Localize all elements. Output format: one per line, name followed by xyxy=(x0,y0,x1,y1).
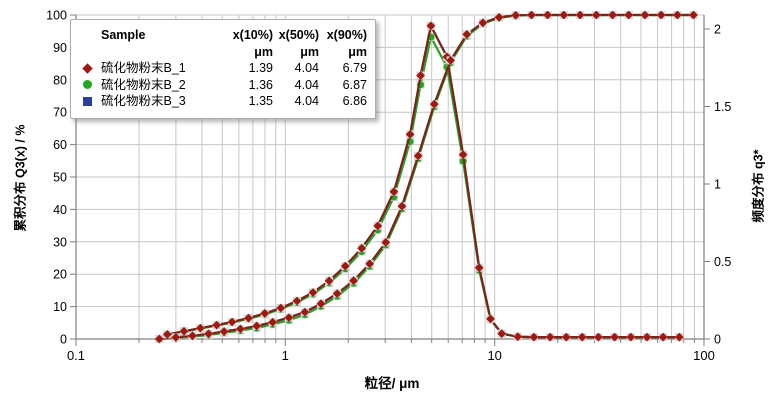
left-tick-label: 30 xyxy=(53,235,67,249)
x-axis-title: 粒径/ μm xyxy=(364,376,420,391)
legend-value-x90: 6.79 xyxy=(342,61,367,75)
left-tick-label: 20 xyxy=(53,268,67,282)
cumulative-curve xyxy=(159,13,694,341)
right-tick-label: 1.5 xyxy=(714,100,731,114)
legend-sample-name: 硫化物粉末B_2 xyxy=(101,77,186,92)
x-tick-label: 0.1 xyxy=(67,348,85,363)
square-marker-icon xyxy=(83,96,92,106)
left-axis-title: 累积分布 Q3(x) / % xyxy=(13,124,28,232)
left-tick-label: 10 xyxy=(53,300,67,314)
left-tick-label: 100 xyxy=(46,9,67,23)
left-tick-label: 90 xyxy=(53,41,67,55)
x-tick-label: 10 xyxy=(487,348,501,363)
legend-value-x10: 1.36 xyxy=(248,77,273,92)
right-axis-ticks: 0 0.5 1 1.5 2 xyxy=(704,23,731,347)
legend-header-x10: x(10%) xyxy=(232,28,273,42)
x-tick-label: 1 xyxy=(282,348,289,363)
legend-header-row: Sample x(10%) x(50%) x(90%) xyxy=(79,27,367,44)
legend-unit-x10: μm xyxy=(254,44,273,59)
legend-value-x50: 4.04 xyxy=(294,77,319,92)
left-axis-ticks: 0 10 20 30 40 50 60 70 80 90 100 xyxy=(46,9,76,347)
series-B_1 xyxy=(154,10,698,344)
legend-value-x90: 6.86 xyxy=(342,94,367,108)
right-tick-label: 2 xyxy=(714,23,721,37)
legend-row-sample-1: 硫化物粉末B_1 1.39 4.04 6.79 xyxy=(79,60,367,77)
legend-unit-x50: μm xyxy=(300,44,319,59)
diamond-marker-icon xyxy=(82,63,93,74)
legend-value-x10: 1.35 xyxy=(248,94,273,108)
legend-box: Sample x(10%) x(50%) x(90%) μm μm μm 硫化物… xyxy=(70,19,376,119)
right-tick-label: 0 xyxy=(714,333,721,347)
legend-unit-x90: μm xyxy=(348,44,367,59)
legend-header-x90: x(90%) xyxy=(326,28,367,42)
legend-value-x10: 1.39 xyxy=(248,61,273,75)
right-tick-label: 1 xyxy=(714,178,721,192)
legend-sample-name: 硫化物粉末B_1 xyxy=(101,61,186,75)
legend-units-row: μm μm μm xyxy=(79,44,367,61)
legend-header-sample: Sample xyxy=(101,28,146,42)
legend-row-sample-2: 硫化物粉末B_2 1.36 4.04 6.87 xyxy=(79,77,367,94)
legend-value-x50: 4.04 xyxy=(294,94,319,108)
legend-sample-name: 硫化物粉末B_3 xyxy=(101,94,186,108)
legend-value-x90: 6.87 xyxy=(342,77,367,92)
legend-row-sample-3: 硫化物粉末B_3 1.35 4.04 6.86 xyxy=(79,93,367,110)
legend-header-x50: x(50%) xyxy=(278,28,319,42)
right-axis-title: 频度分布 q3* xyxy=(751,149,766,223)
left-tick-label: 0 xyxy=(60,333,67,347)
right-tick-label: 0.5 xyxy=(714,255,731,269)
left-tick-label: 60 xyxy=(53,138,67,152)
legend-value-x50: 4.04 xyxy=(294,61,319,75)
circle-marker-icon xyxy=(83,80,92,90)
x-tick-label: 100 xyxy=(693,348,715,363)
x-axis-ticks: 0.1 1 10 100 xyxy=(67,339,715,363)
left-tick-label: 80 xyxy=(53,73,67,87)
left-tick-label: 70 xyxy=(53,106,67,120)
left-tick-label: 40 xyxy=(53,203,67,217)
left-tick-label: 50 xyxy=(53,171,67,185)
